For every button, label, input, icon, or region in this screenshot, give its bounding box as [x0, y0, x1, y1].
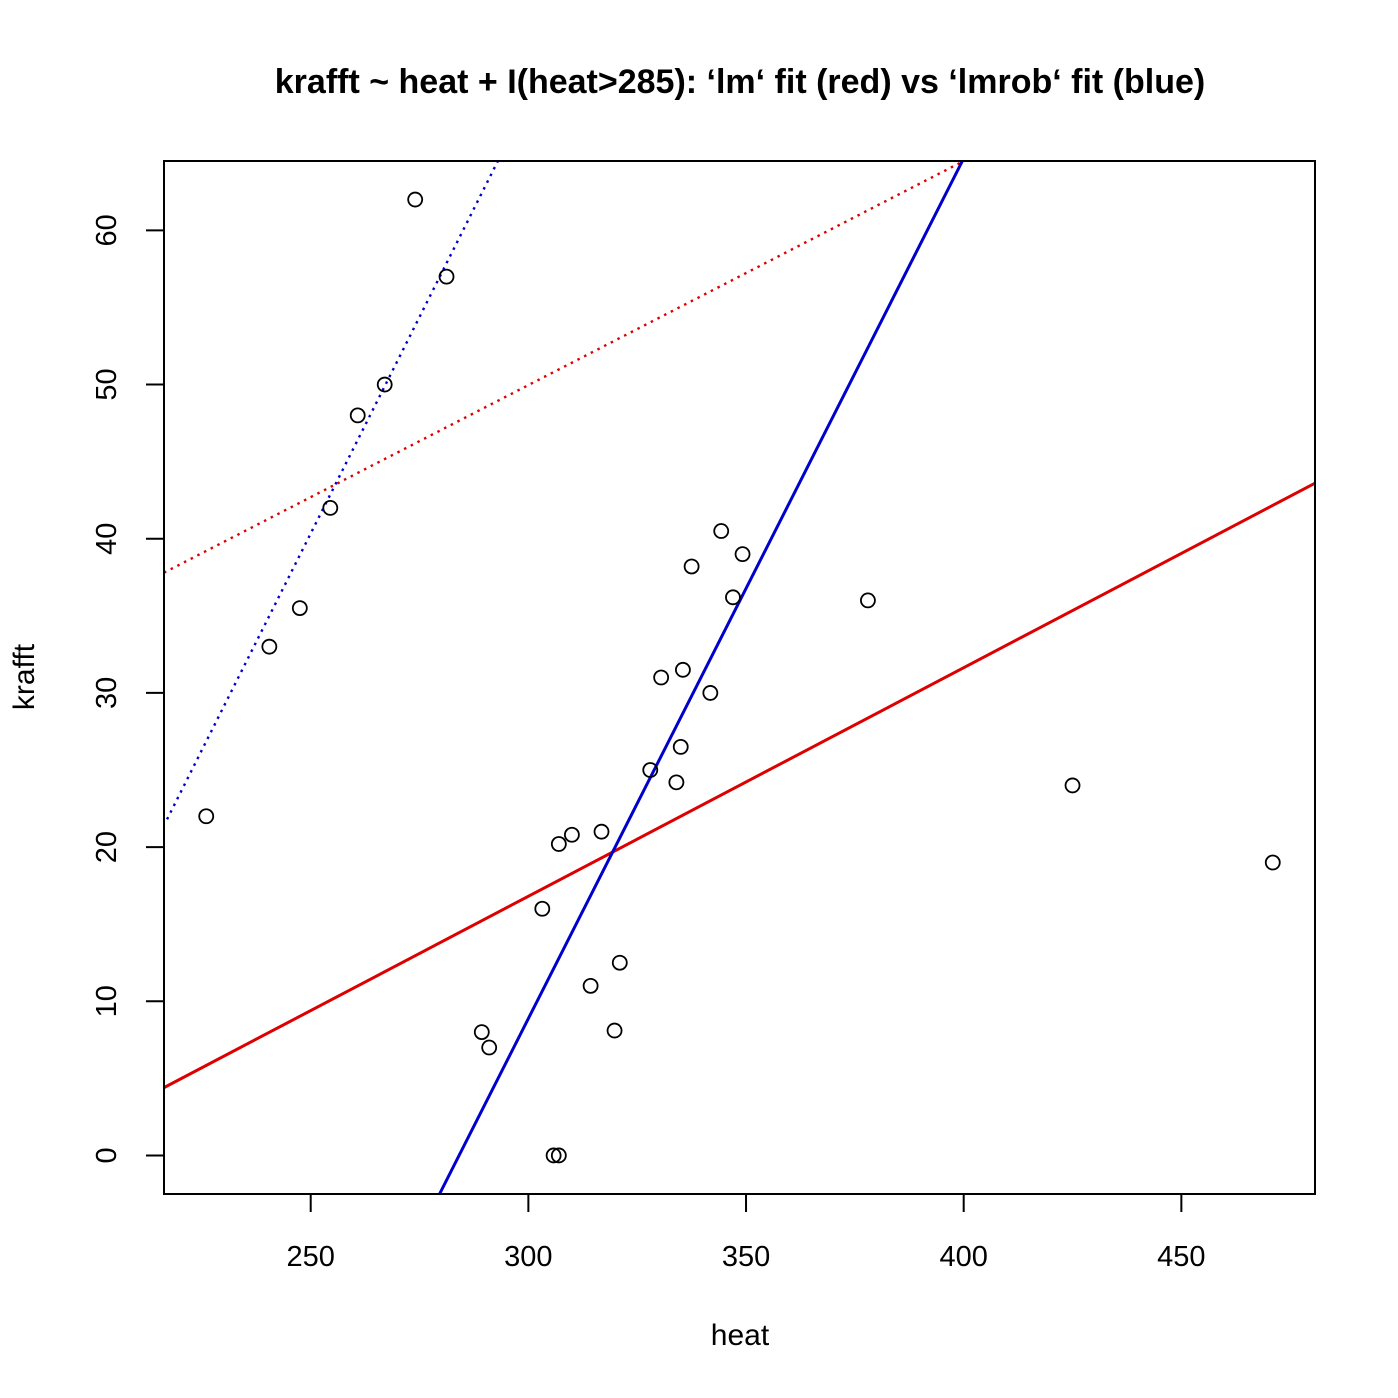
data-point	[261, 638, 278, 655]
fit-line-lm-solid	[164, 481, 1315, 1089]
data-point	[683, 558, 700, 575]
y-tick-label: 10	[91, 985, 123, 1017]
data-point	[702, 685, 719, 701]
fit-line-lm-dotted	[164, 161, 965, 574]
plot-frame	[163, 160, 1316, 1195]
data-points	[198, 191, 1281, 1164]
y-axis-label: krafft	[8, 643, 41, 710]
data-point	[675, 661, 691, 678]
fit-lines	[164, 161, 1315, 1194]
data-point	[438, 268, 455, 285]
y-tick-label: 50	[91, 368, 123, 400]
data-point	[642, 762, 659, 778]
data-point	[322, 500, 339, 516]
y-tick-label: 20	[91, 831, 123, 863]
data-point	[473, 1024, 490, 1041]
data-point	[860, 592, 876, 609]
data-point	[291, 600, 308, 617]
data-point	[1264, 854, 1281, 871]
y-axis: 0 10 20 30 40 50 60	[91, 214, 165, 1164]
x-tick-label: 300	[504, 1241, 552, 1273]
x-axis-label: heat	[711, 1319, 770, 1352]
x-tick-label: 250	[287, 1241, 335, 1273]
data-point	[611, 954, 628, 971]
data-point	[563, 826, 580, 843]
data-point	[407, 191, 424, 208]
y-tick-label: 60	[91, 214, 123, 246]
data-point	[198, 808, 215, 825]
data-point	[653, 669, 670, 686]
data-point	[606, 1022, 623, 1039]
data-point	[545, 1147, 562, 1164]
x-axis: 250 300 350 400 450	[287, 1193, 1206, 1273]
data-point	[672, 738, 689, 755]
data-point	[550, 836, 567, 852]
data-point	[534, 900, 551, 917]
data-point	[668, 774, 685, 791]
y-tick-label: 30	[91, 677, 123, 709]
data-point	[1064, 777, 1081, 794]
data-point	[593, 823, 610, 840]
x-tick-label: 400	[939, 1241, 987, 1273]
data-point	[550, 1147, 567, 1164]
data-point	[481, 1039, 498, 1056]
data-point	[376, 376, 393, 393]
y-tick-label: 40	[91, 523, 123, 555]
y-tick-label: 0	[91, 1147, 123, 1163]
data-point	[713, 523, 730, 539]
x-tick-label: 450	[1157, 1241, 1205, 1273]
data-point	[349, 407, 366, 424]
data-point	[734, 546, 751, 563]
fit-line-lmrob-solid	[438, 161, 964, 1194]
x-tick-label: 350	[722, 1241, 770, 1273]
data-point	[582, 977, 599, 994]
fit-line-lmrob-dotted	[165, 161, 499, 820]
chart-title: krafft ~ heat + I(heat>285): ‘lm‘ fit (r…	[275, 63, 1205, 101]
data-point	[725, 589, 741, 606]
